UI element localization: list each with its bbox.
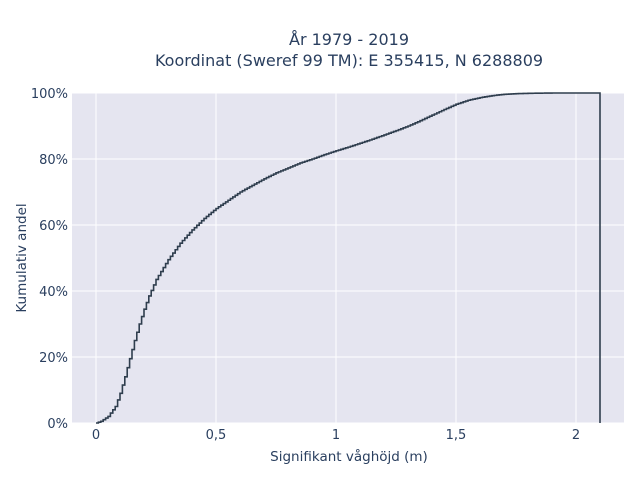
y-tick-label: 80% xyxy=(39,153,68,168)
x-tick-label: 0,5 xyxy=(206,428,227,443)
chart-title-line-2: Koordinat (Sweref 99 TM): E 355415, N 62… xyxy=(155,51,543,70)
grid-lines xyxy=(72,92,624,424)
chart-title-line-1: År 1979 - 2019 xyxy=(289,30,409,49)
series-group xyxy=(96,92,601,424)
x-tick-label: 1 xyxy=(332,428,340,443)
x-axis-title: Signifikant våghöjd (m) xyxy=(270,448,428,465)
plot-area xyxy=(72,93,624,423)
y-tick-label: 20% xyxy=(39,351,68,366)
y-tick-label: 100% xyxy=(31,87,68,102)
x-tick-label: 1,5 xyxy=(446,428,467,443)
y-axis-title: Kumulativ andel xyxy=(14,203,30,312)
x-tick-label: 0 xyxy=(92,428,100,443)
x-tick-label: 2 xyxy=(572,428,580,443)
y-tick-label: 40% xyxy=(39,285,68,300)
y-tick-label: 60% xyxy=(39,219,68,234)
x-tick-labels: 0 0,5 1 1,5 2 xyxy=(92,428,580,443)
y-tick-labels: 0% 20% 40% 60% 80% 100% xyxy=(31,87,68,432)
y-tick-label: 0% xyxy=(47,417,68,432)
ecdf-line xyxy=(96,92,601,424)
